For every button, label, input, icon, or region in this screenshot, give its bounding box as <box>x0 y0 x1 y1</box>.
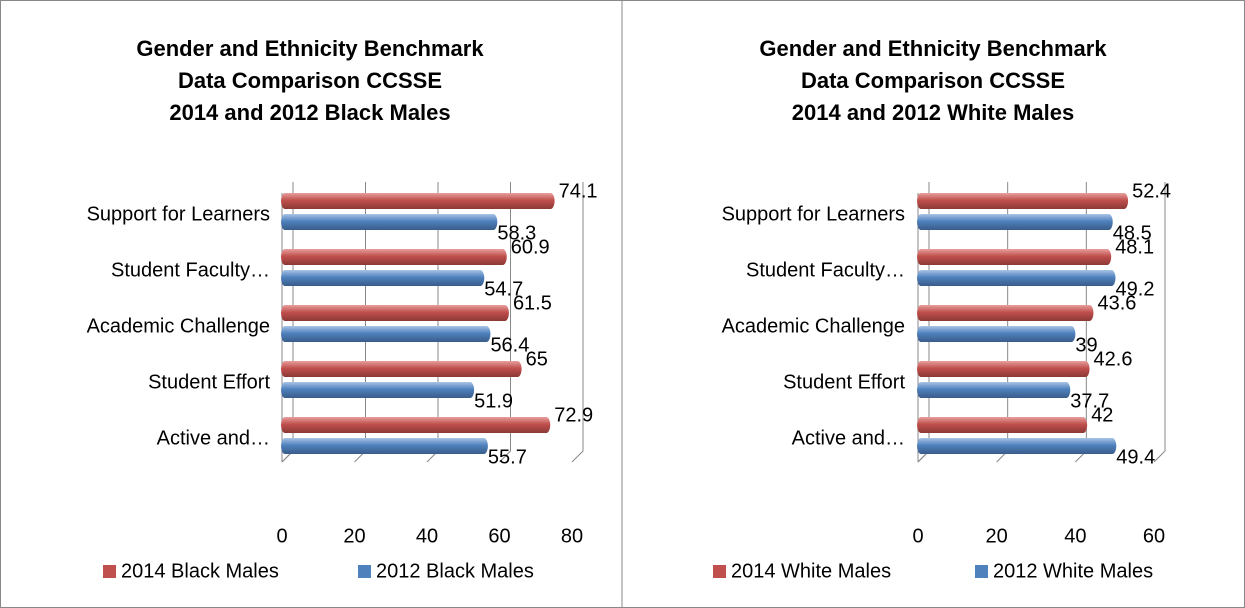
x-tick-label: 0 <box>912 525 923 547</box>
data-label: 49.2 <box>1116 278 1155 300</box>
bar <box>281 305 509 321</box>
chart-title: Gender and Ethnicity Benchmark <box>136 36 484 61</box>
bar <box>917 305 1094 321</box>
x-tick-label: 0 <box>276 525 287 547</box>
y-tick-label: Active and… <box>157 427 270 449</box>
data-label: 42 <box>1091 404 1113 426</box>
y-tick-label: Support for Learners <box>87 203 270 225</box>
data-label: 43.6 <box>1097 292 1136 314</box>
bar <box>281 438 488 454</box>
data-label: 58.3 <box>497 222 536 244</box>
data-label: 54.7 <box>484 278 523 300</box>
x-tick-label: 60 <box>488 525 510 547</box>
x-tick-label: 20 <box>343 525 365 547</box>
bar <box>917 214 1113 230</box>
data-label: 37.7 <box>1070 390 1109 412</box>
data-label: 48.1 <box>1115 236 1154 258</box>
data-label: 65 <box>526 348 548 370</box>
data-label: 49.4 <box>1116 446 1155 468</box>
grid-line <box>499 182 511 463</box>
chart-title: 2014 and 2012 White Males <box>792 100 1074 125</box>
data-label: 48.5 <box>1113 222 1152 244</box>
bar <box>917 193 1129 209</box>
data-label: 42.6 <box>1094 348 1133 370</box>
x-tick-label: 40 <box>1064 525 1086 547</box>
y-tick-label: Student Effort <box>148 371 270 393</box>
bar <box>281 417 551 433</box>
data-label: 51.9 <box>474 390 513 412</box>
data-label: 52.4 <box>1132 180 1171 202</box>
x-tick-label: 40 <box>416 525 438 547</box>
data-label: 72.9 <box>554 404 593 426</box>
y-tick-label: Active and… <box>792 427 905 449</box>
data-label: 56.4 <box>490 334 529 356</box>
y-tick-label: Academic Challenge <box>87 315 270 337</box>
y-tick-label: Student Faculty… <box>111 259 270 281</box>
chart-title: Gender and Ethnicity Benchmark <box>759 36 1107 61</box>
grid-line <box>1153 182 1166 463</box>
legend-label: 2012 White Males <box>993 560 1153 582</box>
bar <box>281 361 522 377</box>
bar <box>281 270 485 286</box>
legend-swatch <box>713 565 726 578</box>
legend-swatch <box>103 565 116 578</box>
data-label: 74.1 <box>559 180 598 202</box>
grid-line <box>571 182 584 463</box>
bar <box>917 382 1071 398</box>
bar <box>917 326 1076 342</box>
bar <box>917 417 1088 433</box>
data-label: 39 <box>1075 334 1097 356</box>
chart-title: 2014 and 2012 Black Males <box>169 100 450 125</box>
data-label: 61.5 <box>513 292 552 314</box>
legend-label: 2012 Black Males <box>376 560 534 582</box>
bar <box>281 193 555 209</box>
bar <box>917 361 1090 377</box>
data-label: 55.7 <box>488 446 527 468</box>
bar <box>917 249 1112 265</box>
bar <box>917 438 1117 454</box>
legend-label: 2014 Black Males <box>121 560 279 582</box>
bar <box>281 326 491 342</box>
y-tick-label: Student Effort <box>783 371 905 393</box>
bar <box>917 270 1116 286</box>
y-tick-label: Student Faculty… <box>746 259 905 281</box>
legend-swatch <box>975 565 988 578</box>
chart-title: Data Comparison CCSSE <box>178 68 442 93</box>
legend-label: 2014 White Males <box>731 560 891 582</box>
y-tick-label: Academic Challenge <box>722 315 905 337</box>
y-tick-label: Support for Learners <box>722 203 905 225</box>
bar <box>281 382 475 398</box>
bar <box>281 249 507 265</box>
x-tick-label: 80 <box>561 525 583 547</box>
x-tick-label: 60 <box>1143 525 1165 547</box>
x-tick-label: 20 <box>986 525 1008 547</box>
chart-title: Data Comparison CCSSE <box>801 68 1065 93</box>
data-label: 60.9 <box>511 236 550 258</box>
legend-swatch <box>358 565 371 578</box>
bar <box>281 214 498 230</box>
